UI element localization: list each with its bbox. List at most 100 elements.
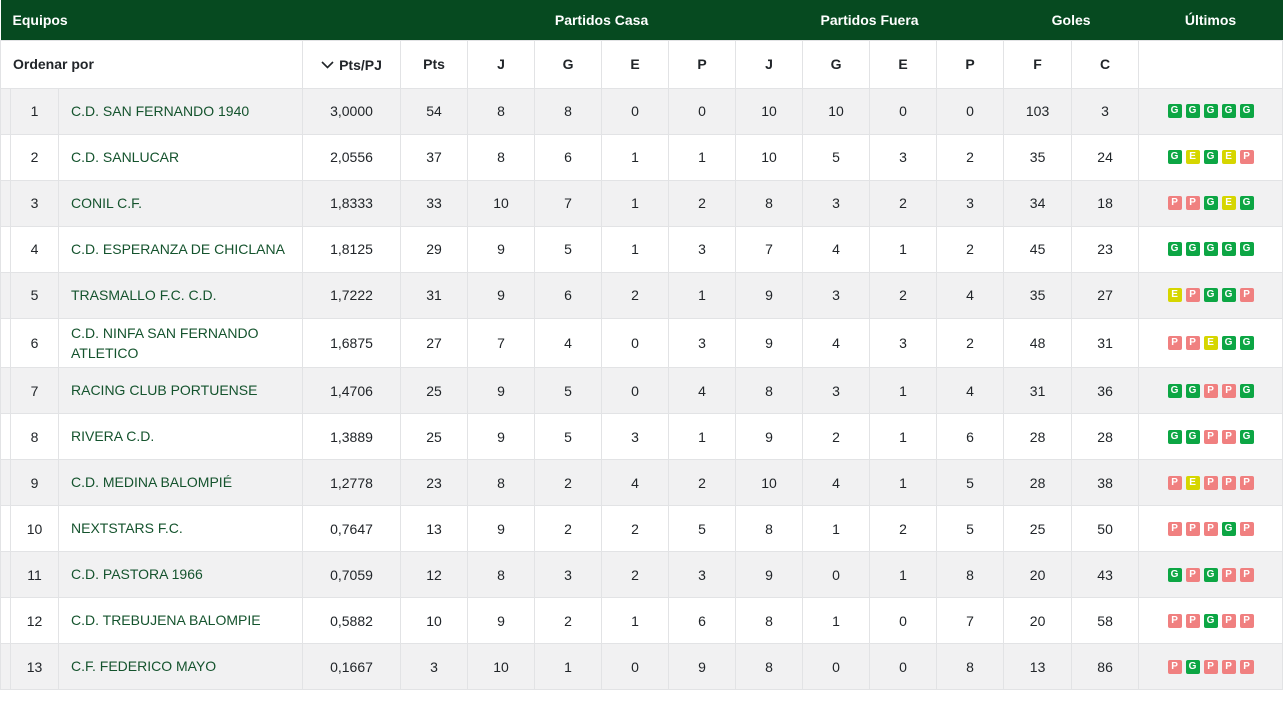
home-e: 4 [601,459,670,507]
away-e: 1 [869,367,938,415]
home-g: 5 [534,413,603,461]
home-e: 0 [601,643,670,691]
pts: 10 [399,597,469,645]
column-header-g-2[interactable]: G [534,39,603,89]
goals-for: 35 [1003,271,1073,319]
result-badge-g: G [1221,288,1236,302]
column-header-p-8[interactable]: P [936,39,1005,89]
team-name[interactable]: RACING CLUB PORTUENSE [58,367,303,415]
team-name[interactable]: C.D. NINFA SAN FERNANDO ATLETICO [58,317,303,369]
column-header-f-9[interactable]: F [1003,39,1073,89]
group-header-partidos-fuera: Partidos Fuera [735,0,1004,40]
column-header-e-7[interactable]: E [869,39,938,89]
team-name[interactable]: C.D. MEDINA BALOMPIÉ [58,459,303,507]
home-p: 9 [668,643,737,691]
result-badge-p: P [1221,567,1236,582]
result-badge-g: G [1167,242,1182,256]
home-g: 8 [534,87,603,135]
result-badge-p: P [1203,429,1218,444]
column-header-g-6[interactable]: G [802,39,871,89]
result-badge-g: G [1185,242,1200,256]
table-row: 11 C.D. PASTORA 1966 0,7059 12 8 3 2 3 9… [0,551,1283,599]
home-g: 2 [534,505,603,553]
goals-against: 3 [1071,87,1140,135]
team-name[interactable]: C.D. TREBUJENA BALOMPIE [58,597,303,645]
row-left-spacer [0,413,11,461]
column-header-e-3[interactable]: E [601,39,670,89]
team-name[interactable]: TRASMALLO F.C. C.D. [58,271,303,319]
result-badge-p: P [1221,613,1236,628]
home-p: 0 [668,87,737,135]
result-badge-p: P [1185,521,1200,536]
goals-for: 35 [1003,133,1073,181]
team-name[interactable]: CONIL C.F. [58,179,303,227]
team-name[interactable]: C.F. FEDERICO MAYO [58,643,303,691]
team-name[interactable]: C.D. SAN FERNANDO 1940 [58,87,303,135]
column-header-j-1[interactable]: J [467,39,536,89]
pts-pj: 1,7222 [302,271,401,319]
home-e: 1 [601,597,670,645]
pts-pj: 0,1667 [302,643,401,691]
home-g: 6 [534,133,603,181]
position: 4 [10,225,59,273]
row-left-spacer [0,179,11,227]
home-e: 0 [601,87,670,135]
home-e: 0 [601,317,670,369]
column-header-j-5[interactable]: J [735,39,804,89]
away-p: 6 [936,413,1005,461]
home-j: 8 [467,551,536,599]
away-g: 4 [802,225,871,273]
row-left-spacer [0,133,11,181]
row-left-spacer [0,643,11,691]
away-e: 3 [869,133,938,181]
home-g: 2 [534,597,603,645]
goals-against: 50 [1071,505,1140,553]
result-badge-p: P [1239,613,1254,628]
pts: 37 [399,133,469,181]
column-header-pts-pj-sorted[interactable]: Pts/PJ [302,39,401,89]
table-body: 1 C.D. SAN FERNANDO 1940 3,0000 54 8 8 0… [0,87,1283,691]
pts: 27 [399,317,469,369]
result-badge-g: G [1185,104,1200,118]
pts-pj: 1,3889 [302,413,401,461]
goals-against: 28 [1071,413,1140,461]
team-name[interactable]: C.D. SANLUCAR [58,133,303,181]
away-j: 10 [735,459,804,507]
away-p: 4 [936,271,1005,319]
column-header-pts-0[interactable]: Pts [399,39,469,89]
pts-pj: 3,0000 [302,87,401,135]
home-p: 3 [668,551,737,599]
team-name[interactable]: C.D. PASTORA 1966 [58,551,303,599]
goals-for: 20 [1003,597,1073,645]
team-name[interactable]: NEXTSTARS F.C. [58,505,303,553]
pts-pj: 2,0556 [302,133,401,181]
result-badge-p: P [1167,521,1182,536]
home-j: 9 [467,597,536,645]
result-badge-g: G [1185,429,1200,444]
row-left-spacer [0,225,11,273]
column-header-c-10[interactable]: C [1071,39,1140,89]
away-j: 8 [735,179,804,227]
home-g: 1 [534,643,603,691]
away-j: 7 [735,225,804,273]
row-left-spacer [0,271,11,319]
away-e: 3 [869,317,938,369]
team-name[interactable]: RIVERA C.D. [58,413,303,461]
group-header-row: Equipos Partidos Casa Partidos Fuera Gol… [0,0,1283,40]
away-g: 2 [802,413,871,461]
result-badge-g: G [1221,242,1236,256]
result-badge-g: G [1239,383,1254,398]
table-row: 2 C.D. SANLUCAR 2,0556 37 8 6 1 1 10 5 3… [0,133,1283,181]
column-header-p-4[interactable]: P [668,39,737,89]
row-left-spacer [0,459,11,507]
result-badge-g: G [1185,659,1200,674]
team-name[interactable]: C.D. ESPERANZA DE CHICLANA [58,225,303,273]
